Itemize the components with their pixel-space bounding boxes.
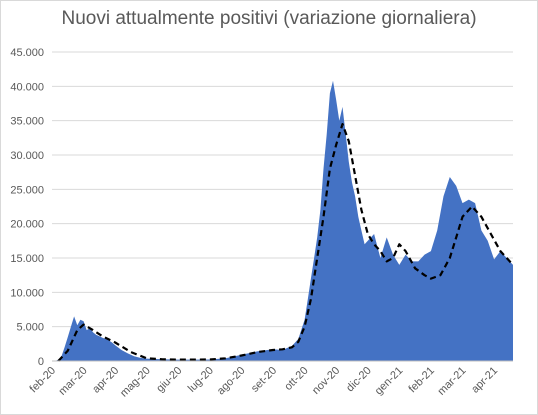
x-tick-label: mag-20 [118, 365, 153, 400]
y-tick-label: 45.000 [10, 47, 44, 59]
x-tick-label: mar-20 [57, 365, 90, 398]
y-tick-label: 25.000 [10, 184, 44, 196]
x-tick-label: dic-20 [344, 365, 374, 395]
area-series-shape [52, 80, 513, 362]
x-tick-label: set-20 [249, 365, 279, 395]
x-tick-label: mar-21 [435, 365, 468, 398]
x-tick-label: ago-20 [215, 365, 248, 398]
y-tick-label: 5.000 [16, 322, 44, 334]
x-tick-label: apr-21 [469, 365, 500, 396]
trend-series [57, 123, 514, 362]
x-tick-label: lug-20 [186, 365, 216, 395]
x-tick-label: apr-20 [90, 365, 121, 396]
x-tick-label: ott-20 [282, 365, 310, 393]
y-tick-label: 10.000 [10, 287, 44, 299]
x-tick-label: feb-21 [406, 365, 437, 396]
area-series [52, 80, 513, 362]
x-tick-label: nov-20 [310, 365, 342, 397]
y-tick-label: 35.000 [10, 116, 44, 128]
x-tick-label: giu-20 [154, 365, 184, 395]
x-tick-label: feb-20 [28, 365, 59, 396]
trend-line [57, 123, 514, 362]
y-axis-ticks: 0 5.000 10.000 15.000 20.000 25.000 30.000 35.0… [10, 47, 44, 368]
y-tick-label: 15.000 [10, 253, 44, 265]
y-tick-label: 0 [38, 356, 44, 368]
y-tick-label: 20.000 [10, 219, 44, 231]
chart-title: Nuovi attualmente positivi (variazione g… [61, 8, 477, 29]
y-tick-label: 30.000 [10, 150, 44, 162]
y-tick-label: 40.000 [10, 81, 44, 93]
x-tick-label: gen-21 [373, 365, 406, 398]
gridlines [52, 51, 513, 328]
